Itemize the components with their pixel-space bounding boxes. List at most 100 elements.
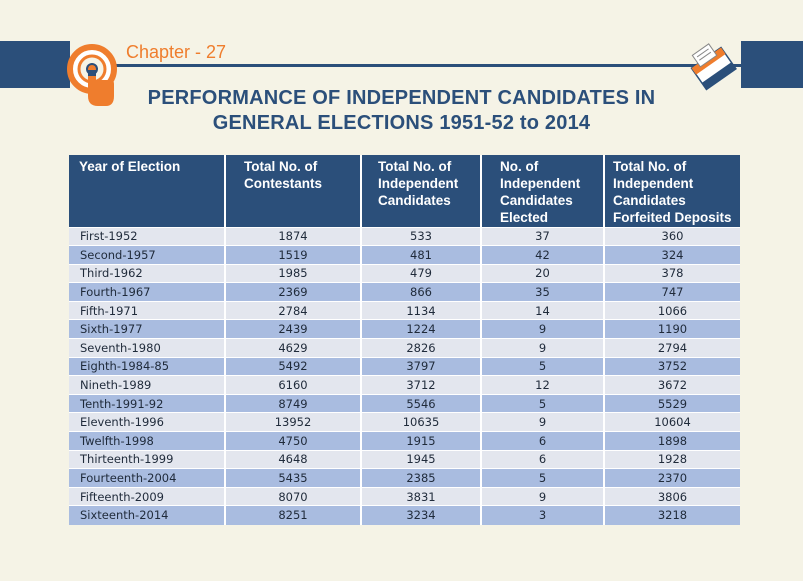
cell-forfeited: 1898 bbox=[603, 431, 740, 451]
cell-independent: 10635 bbox=[360, 412, 481, 432]
cell-year: Fifth-1971 bbox=[69, 300, 225, 320]
cell-contestants: 8070 bbox=[224, 486, 361, 506]
cell-elected: 9 bbox=[480, 486, 604, 506]
cell-year: Second-1957 bbox=[69, 245, 225, 265]
cell-year: Sixth-1977 bbox=[69, 319, 225, 339]
table-row: Twelfth-1998 4750 1915 6 1898 bbox=[69, 431, 740, 451]
title-line-2: GENERAL ELECTIONS 1951-52 to 2014 bbox=[212, 112, 591, 134]
cell-forfeited: 3752 bbox=[603, 356, 740, 376]
column-header-forfeited: Total No. of Independent Candidates Forf… bbox=[603, 155, 740, 227]
cell-contestants: 2369 bbox=[224, 282, 361, 302]
cell-year: Thirteenth-1999 bbox=[69, 449, 225, 469]
cell-contestants: 1985 bbox=[224, 263, 361, 283]
cell-forfeited: 5529 bbox=[603, 393, 740, 413]
cell-independent: 1915 bbox=[360, 431, 481, 451]
cell-elected: 5 bbox=[480, 393, 604, 413]
cell-independent: 2385 bbox=[360, 468, 481, 488]
cell-independent: 481 bbox=[360, 245, 481, 265]
cell-year: Fifteenth-2009 bbox=[69, 486, 225, 506]
cell-forfeited: 3806 bbox=[603, 486, 740, 506]
cell-contestants: 1874 bbox=[224, 226, 361, 246]
table-row: Nineth-1989 6160 3712 12 3672 bbox=[69, 375, 740, 395]
column-header-year: Year of Election bbox=[69, 155, 225, 227]
cell-year: Third-1962 bbox=[69, 263, 225, 283]
cell-forfeited: 3672 bbox=[603, 375, 740, 395]
cell-elected: 20 bbox=[480, 263, 604, 283]
cell-elected: 3 bbox=[480, 505, 604, 525]
cell-independent: 3712 bbox=[360, 375, 481, 395]
table-row: Fifteenth-2009 8070 3831 9 3806 bbox=[69, 486, 740, 506]
cell-forfeited: 2794 bbox=[603, 338, 740, 358]
table-row: Fifth-1971 2784 1134 14 1066 bbox=[69, 300, 740, 320]
cell-independent: 1224 bbox=[360, 319, 481, 339]
cell-forfeited: 1066 bbox=[603, 300, 740, 320]
cell-contestants: 2439 bbox=[224, 319, 361, 339]
cell-elected: 6 bbox=[480, 431, 604, 451]
cell-elected: 9 bbox=[480, 412, 604, 432]
cell-contestants: 4750 bbox=[224, 431, 361, 451]
cell-forfeited: 3218 bbox=[603, 505, 740, 525]
cell-forfeited: 360 bbox=[603, 226, 740, 246]
independent-candidates-table: Year of Election Total No. of Contestant… bbox=[69, 155, 740, 525]
cell-elected: 37 bbox=[480, 226, 604, 246]
cell-elected: 12 bbox=[480, 375, 604, 395]
cell-independent: 2826 bbox=[360, 338, 481, 358]
cell-contestants: 5435 bbox=[224, 468, 361, 488]
cell-year: Sixteenth-2014 bbox=[69, 505, 225, 525]
cell-forfeited: 2370 bbox=[603, 468, 740, 488]
table-body: First-1952 1874 533 37 360 Second-1957 1519 481… bbox=[69, 226, 740, 525]
header-band-left bbox=[0, 41, 70, 88]
table-row: Tenth-1991-92 8749 5546 5 5529 bbox=[69, 393, 740, 413]
cell-year: Tenth-1991-92 bbox=[69, 393, 225, 413]
cell-contestants: 5492 bbox=[224, 356, 361, 376]
cell-contestants: 8251 bbox=[224, 505, 361, 525]
ballot-box-icon bbox=[690, 43, 737, 91]
column-header-contestants: Total No. of Contestants bbox=[224, 155, 361, 227]
header-band-right bbox=[741, 41, 803, 88]
table-row: Eighth-1984-85 5492 3797 5 3752 bbox=[69, 356, 740, 376]
cell-independent: 1945 bbox=[360, 449, 481, 469]
cell-elected: 35 bbox=[480, 282, 604, 302]
cell-elected: 9 bbox=[480, 338, 604, 358]
header-rule bbox=[70, 64, 741, 67]
cell-year: Twelfth-1998 bbox=[69, 431, 225, 451]
table-row: Seventh-1980 4629 2826 9 2794 bbox=[69, 338, 740, 358]
chapter-label: Chapter - 27 bbox=[126, 42, 227, 62]
cell-year: Eleventh-1996 bbox=[69, 412, 225, 432]
cell-elected: 14 bbox=[480, 300, 604, 320]
table-row: Thirteenth-1999 4648 1945 6 1928 bbox=[69, 449, 740, 469]
table-row: First-1952 1874 533 37 360 bbox=[69, 226, 740, 246]
page-title: PERFORMANCE OF INDEPENDENT CANDIDATES IN… bbox=[0, 86, 803, 136]
cell-independent: 866 bbox=[360, 282, 481, 302]
table-row: Second-1957 1519 481 42 324 bbox=[69, 245, 740, 265]
cell-forfeited: 1928 bbox=[603, 449, 740, 469]
cell-elected: 6 bbox=[480, 449, 604, 469]
cell-independent: 479 bbox=[360, 263, 481, 283]
cell-year: Eighth-1984-85 bbox=[69, 356, 225, 376]
table-row: Fourteenth-2004 5435 2385 5 2370 bbox=[69, 468, 740, 488]
cell-elected: 5 bbox=[480, 356, 604, 376]
cell-forfeited: 747 bbox=[603, 282, 740, 302]
cell-year: Seventh-1980 bbox=[69, 338, 225, 358]
cell-contestants: 4629 bbox=[224, 338, 361, 358]
hand-ink-finger-icon bbox=[67, 44, 117, 106]
table-header-row: Year of Election Total No. of Contestant… bbox=[69, 155, 740, 227]
cell-year: First-1952 bbox=[69, 226, 225, 246]
table-row: Eleventh-1996 13952 10635 9 10604 bbox=[69, 412, 740, 432]
table-row: Fourth-1967 2369 866 35 747 bbox=[69, 282, 740, 302]
cell-contestants: 1519 bbox=[224, 245, 361, 265]
cell-contestants: 6160 bbox=[224, 375, 361, 395]
cell-elected: 5 bbox=[480, 468, 604, 488]
cell-independent: 3797 bbox=[360, 356, 481, 376]
table-row: Sixth-1977 2439 1224 9 1190 bbox=[69, 319, 740, 339]
table-row: Sixteenth-2014 8251 3234 3 3218 bbox=[69, 505, 740, 525]
cell-forfeited: 1190 bbox=[603, 319, 740, 339]
cell-elected: 42 bbox=[480, 245, 604, 265]
cell-contestants: 4648 bbox=[224, 449, 361, 469]
cell-independent: 5546 bbox=[360, 393, 481, 413]
cell-contestants: 8749 bbox=[224, 393, 361, 413]
table-row: Third-1962 1985 479 20 378 bbox=[69, 263, 740, 283]
cell-elected: 9 bbox=[480, 319, 604, 339]
column-header-independent: Total No. of Independent Candidates bbox=[360, 155, 481, 227]
title-line-1: PERFORMANCE OF INDEPENDENT CANDIDATES IN bbox=[147, 87, 656, 109]
